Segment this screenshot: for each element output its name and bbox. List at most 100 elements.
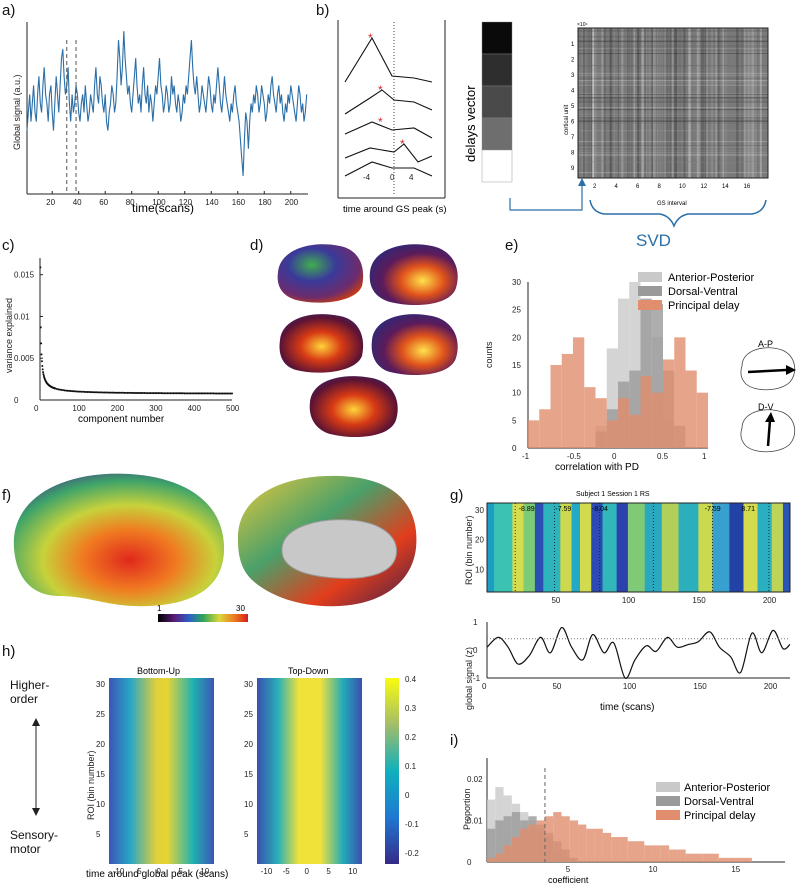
panel-g-ytick-bottom: 0 [473, 646, 478, 655]
variance-point [123, 391, 126, 394]
variance-point [68, 389, 71, 392]
svd-heatmap-stripe [717, 28, 719, 178]
svd-heatmap-row [578, 46, 768, 48]
svd-heatmap-row [578, 122, 768, 124]
variance-point [169, 392, 172, 395]
variance-point [97, 391, 100, 394]
svd-heatmap-row [578, 46, 768, 48]
colorbar-f-max: 30 [236, 604, 245, 613]
variance-point [149, 392, 152, 395]
heatmap-ytick: 2 [571, 58, 575, 64]
svd-heatmap-row [578, 113, 768, 115]
coefficient-bar [511, 837, 521, 862]
heatmap-xtick: 12 [701, 184, 708, 190]
heatmap-ytick: 9 [571, 166, 575, 172]
variance-point [154, 392, 157, 395]
panel-c-chart: variance explained component number 0 0.0… [4, 258, 240, 425]
svd-heatmap-stripe [597, 28, 601, 178]
panel-b-xtick: 4 [409, 173, 414, 182]
panel-a-xtick: 120 [179, 198, 193, 207]
panel-h-ytick-left: 10 [96, 800, 105, 809]
roi-heatmap-band [534, 503, 544, 592]
svd-heatmap-stripe [609, 28, 612, 178]
svd-heatmap-row [578, 97, 768, 99]
variance-point [144, 392, 147, 395]
brain-d5 [309, 376, 398, 438]
variance-point [100, 391, 103, 394]
delays-vector-cell [481, 21, 513, 55]
svd-heatmap-stripe [748, 28, 751, 178]
variance-point [80, 390, 83, 393]
heatmap-ytick: 6 [571, 120, 575, 126]
variance-point [168, 392, 171, 395]
variance-point [158, 392, 161, 395]
svd-heatmap-stripe [581, 28, 584, 178]
svd-heatmap-row [578, 28, 768, 30]
panel-c-ylabel: variance explained [4, 298, 14, 373]
variance-point [115, 391, 118, 394]
svd-heatmap-row [578, 102, 768, 104]
coefficient-bar [702, 853, 711, 862]
variance-point [40, 353, 43, 356]
legend-label-i: Anterior-Posterior [684, 782, 771, 794]
panel-e-xtick: -0.5 [567, 452, 581, 461]
svd-heatmap-stripe [592, 28, 595, 178]
colorbar-h [385, 678, 399, 864]
variance-point [75, 390, 78, 393]
delays-vector-cell [481, 117, 513, 151]
variance-point [132, 391, 135, 394]
svd-heatmap-stripe [587, 28, 590, 178]
variance-point [212, 392, 215, 395]
panel-g-xtick-top: 100 [622, 596, 636, 605]
panel-b-label: b) [316, 2, 330, 19]
svd-heatmap-row [578, 113, 768, 115]
svd-heatmap-row [578, 84, 768, 86]
panel-e-xtick: 1 [702, 452, 707, 461]
roi-heatmap-band [698, 503, 713, 592]
panel-h-xtick-right: 0 [305, 867, 310, 876]
roi-heatmap-frame [486, 502, 791, 593]
panel-c-xtick: 200 [111, 404, 125, 413]
coefficient-bar [569, 820, 579, 862]
brain-d1 [277, 244, 364, 303]
panel-g-ytick-bottom: 1 [473, 618, 478, 627]
svd-heatmap-stripe [638, 28, 642, 178]
coefficient-bar [602, 832, 612, 862]
svd-heatmap-row [578, 41, 768, 43]
roi-heatmap-band [523, 503, 535, 592]
svd-heatmap-stripe [674, 28, 678, 178]
variance-point [117, 391, 120, 394]
svd-heatmap-row [578, 120, 768, 122]
coefficient-bar [619, 837, 628, 862]
panel-i-xtick: 5 [566, 865, 571, 874]
svd-heatmap-stripe [666, 28, 669, 178]
panel-b-xtick: -4 [363, 173, 371, 182]
delays-vector-label: delays vector [463, 85, 478, 162]
panel-i-ylabel: Proportion [462, 788, 472, 830]
svd-heatmap-stripe [641, 28, 644, 178]
histogram-bar [550, 365, 562, 448]
variance-point [163, 392, 166, 395]
coefficient-bar [578, 824, 587, 862]
legend-swatch-i [656, 810, 680, 820]
panel-c-ytick: 0.005 [14, 354, 35, 363]
peak-marker-star: * [400, 137, 405, 151]
panel-a-xtick: 140 [205, 198, 219, 207]
svd-heatmap-row [578, 111, 768, 113]
variance-point [77, 390, 80, 393]
svd-heatmap-stripe [647, 28, 649, 178]
heatmap-ytick: 7 [571, 135, 575, 141]
histogram-bar [629, 370, 641, 448]
colorbar-f [158, 614, 248, 622]
panel-b-xlabel: time around GS peak (s) [343, 204, 447, 215]
panel-a-xlabel: time(scans) [132, 201, 194, 215]
panel-h-ylabel: ROI (bin number) [86, 750, 96, 820]
panel-f-label: f) [2, 487, 12, 504]
coefficient-bar [710, 853, 719, 862]
coefficient-bar [503, 816, 512, 862]
variance-point [152, 392, 155, 395]
variance-point [88, 391, 91, 394]
svd-heatmap-stripe [755, 28, 759, 178]
coefficient-bar [636, 841, 645, 862]
